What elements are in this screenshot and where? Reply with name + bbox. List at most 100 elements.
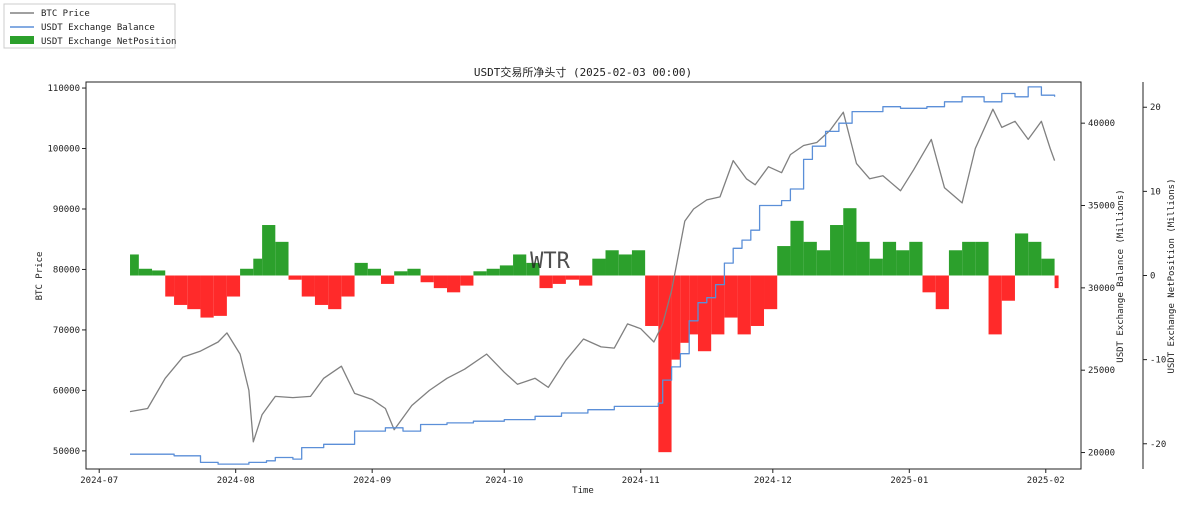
- netposition-bar: [420, 275, 434, 283]
- netposition-bar: [1054, 275, 1059, 289]
- netposition-bar: [513, 254, 527, 276]
- netposition-bars: [130, 208, 1059, 453]
- netposition-bar: [671, 275, 681, 360]
- netposition-bar: [843, 208, 857, 276]
- netposition-bar: [975, 241, 989, 276]
- netposition-bar: [830, 225, 844, 276]
- y-left-tick-label: 70000: [53, 326, 80, 336]
- netposition-bar: [631, 250, 646, 276]
- y-right1-tick-label: 25000: [1088, 366, 1115, 376]
- netposition-bar: [565, 275, 580, 280]
- netposition-bar: [816, 250, 831, 276]
- y-left-tick-label: 110000: [47, 84, 80, 94]
- netposition-bar: [240, 268, 254, 276]
- netposition-bar: [869, 258, 883, 276]
- netposition-bar: [764, 275, 778, 310]
- netposition-bar: [213, 275, 227, 316]
- x-tick-label: 2024-10: [485, 476, 523, 486]
- netposition-bar: [407, 268, 421, 276]
- netposition-bar: [605, 250, 619, 276]
- y-left-tick-label: 50000: [53, 447, 80, 457]
- netposition-bar: [367, 268, 381, 276]
- netposition-bar: [737, 275, 751, 335]
- y-left-tick-label: 60000: [53, 386, 80, 396]
- y-left-tick-label: 100000: [47, 145, 80, 155]
- x-tick-label: 2025-02: [1027, 476, 1065, 486]
- netposition-bar: [803, 241, 817, 276]
- y-right2-tick-label: 10: [1150, 187, 1161, 197]
- netposition-bar: [275, 241, 289, 276]
- x-tick-label: 2024-08: [217, 476, 255, 486]
- netposition-bar: [711, 275, 725, 335]
- netposition-bar: [689, 275, 698, 335]
- netposition-bar: [394, 271, 408, 276]
- y-left-tick-label: 90000: [53, 205, 80, 215]
- y-axis-right2-label: USDT Exchange NetPosition (Millions): [1167, 178, 1177, 373]
- netposition-bar: [288, 275, 302, 280]
- netposition-bar: [790, 220, 804, 276]
- y-right1-tick-label: 20000: [1088, 449, 1115, 459]
- netposition-bar: [499, 265, 514, 276]
- legend-swatch-netposition: [10, 36, 34, 44]
- netposition-bar: [152, 270, 166, 276]
- netposition-bar: [130, 254, 139, 276]
- netposition-bar: [460, 275, 474, 286]
- netposition-bar: [473, 271, 487, 276]
- netposition-bar: [301, 275, 315, 297]
- netposition-bar: [579, 275, 593, 286]
- y-right1-tick-label: 35000: [1088, 202, 1115, 212]
- netposition-bar: [1028, 241, 1042, 276]
- y-right2-tick-label: 20: [1150, 103, 1161, 113]
- plot-frame: [85, 81, 1082, 470]
- netposition-bar: [314, 275, 329, 305]
- x-tick-label: 2024-11: [622, 476, 660, 486]
- netposition-bar: [645, 275, 659, 326]
- legend: BTC Price USDT Exchange Balance USDT Exc…: [3, 3, 176, 49]
- netposition-bar: [948, 250, 963, 276]
- netposition-bar: [328, 275, 342, 310]
- netposition-bar: [226, 275, 241, 297]
- netposition-bar: [922, 275, 936, 293]
- y-axis-right1-label: USDT Exchange Balance (Millions): [1116, 189, 1126, 362]
- netposition-bar: [1014, 233, 1029, 276]
- x-tick-label: 2024-12: [754, 476, 792, 486]
- legend-label-btc: BTC Price: [41, 9, 90, 19]
- line-series: [129, 86, 1056, 465]
- netposition-bar: [174, 275, 188, 305]
- netposition-bar: [724, 275, 738, 318]
- netposition-bar: [750, 275, 765, 326]
- x-tick-label: 2025-01: [890, 476, 928, 486]
- netposition-bar: [856, 241, 870, 276]
- y-right2-tick-label: -10: [1150, 356, 1166, 366]
- netposition-bar: [658, 275, 672, 453]
- legend-label-balance: USDT Exchange Balance: [41, 23, 155, 33]
- netposition-bar: [1041, 258, 1055, 276]
- netposition-bar: [526, 262, 540, 276]
- netposition-bar: [447, 275, 461, 293]
- x-tick-label: 2024-07: [80, 476, 118, 486]
- netposition-bar: [433, 275, 448, 289]
- usdt-balance-line: [130, 86, 1056, 465]
- watermark: WTR: [530, 249, 570, 274]
- netposition-bar: [253, 258, 263, 276]
- netposition-bar: [962, 241, 976, 276]
- netposition-bar: [341, 275, 355, 297]
- chart-title: USDT交易所净头寸 (2025-02-03 00:00): [474, 65, 692, 79]
- x-tick-label: 2024-09: [353, 476, 391, 486]
- netposition-bar: [882, 241, 897, 276]
- y-right2-tick-label: -20: [1150, 440, 1166, 450]
- x-axis-label: Time: [572, 486, 594, 496]
- netposition-bar: [896, 250, 910, 276]
- y-left-tick-label: 80000: [53, 265, 80, 275]
- netposition-bar: [539, 275, 553, 289]
- y-right1-tick-label: 30000: [1088, 284, 1115, 294]
- netposition-bar: [138, 268, 153, 276]
- netposition-bar: [777, 246, 791, 276]
- netposition-bar: [165, 275, 175, 297]
- netposition-bar: [552, 275, 566, 284]
- y-axis-left-label: BTC Price: [35, 252, 45, 301]
- netposition-bar: [697, 275, 712, 352]
- axes: 2024-07 2024-08 2024-09 2024-10 2024-11 2024-…: [47, 84, 1166, 486]
- btc-price-line: [129, 108, 1056, 443]
